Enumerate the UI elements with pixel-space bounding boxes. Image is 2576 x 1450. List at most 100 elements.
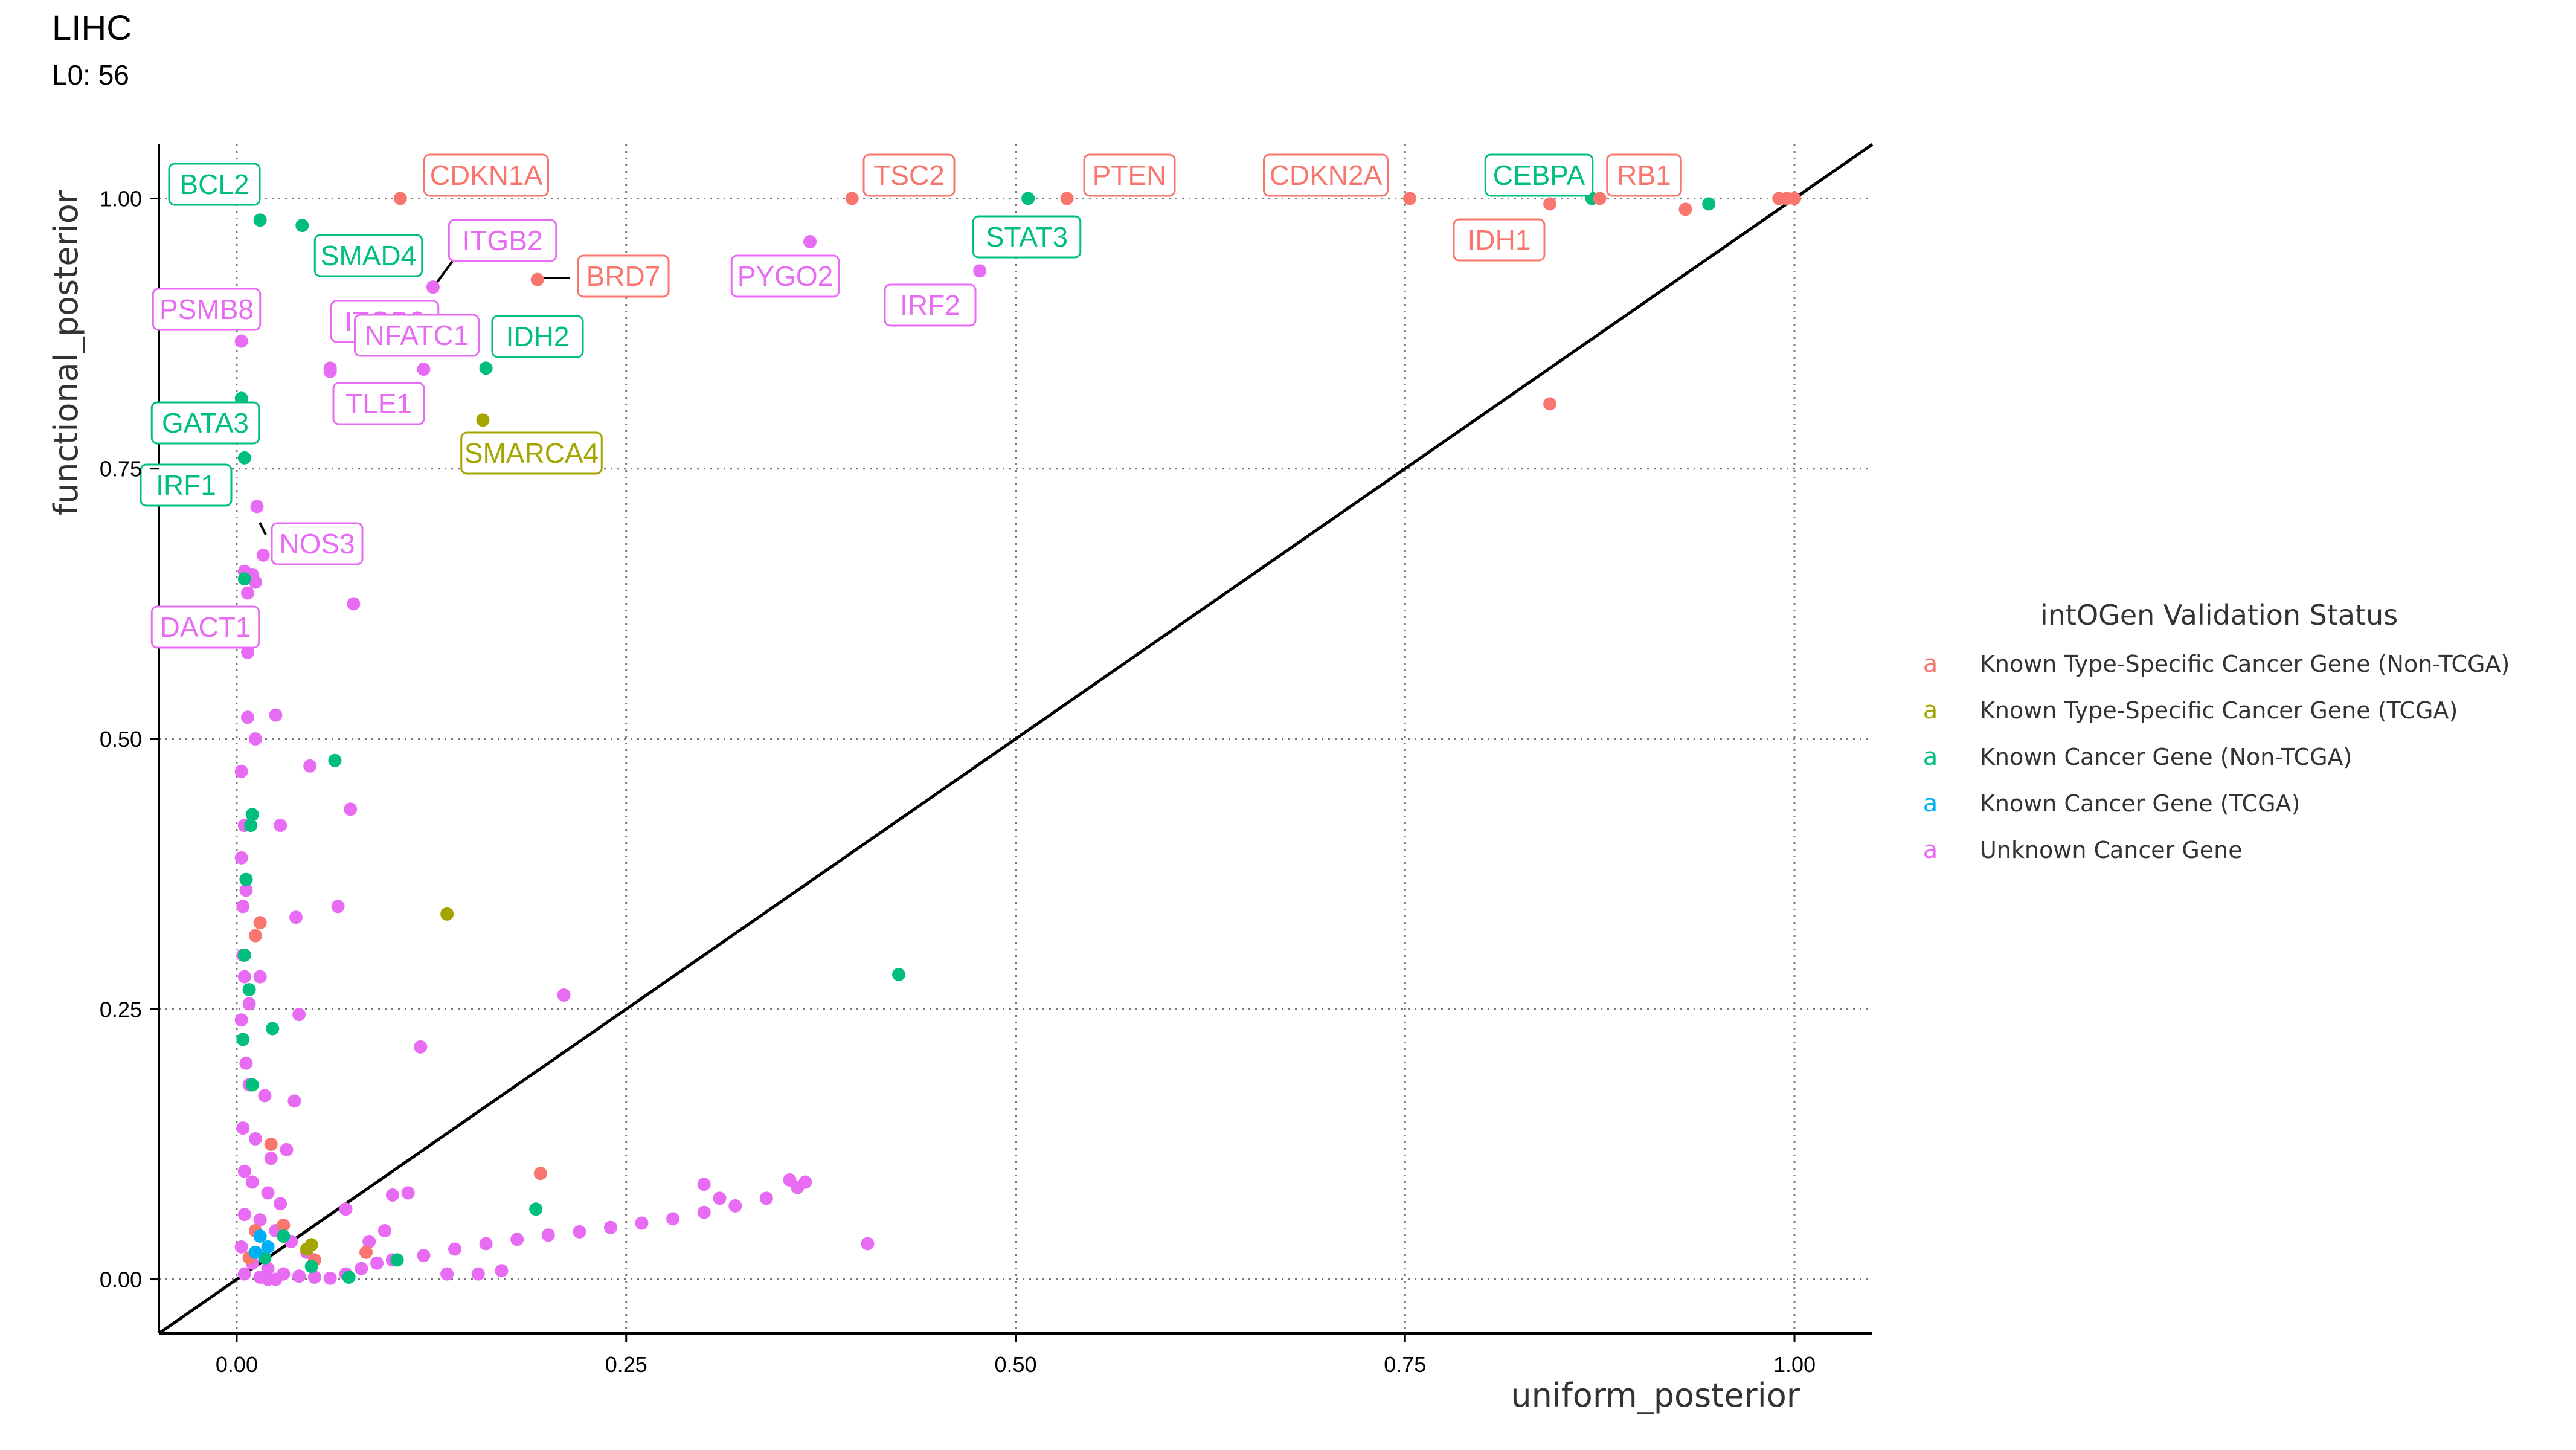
data-point: [339, 1202, 353, 1216]
gene-label-text: IDH2: [506, 321, 570, 352]
data-point: [274, 1197, 287, 1211]
data-point: [245, 808, 259, 822]
data-point: [347, 597, 361, 611]
gene-label-idh2: IDH2: [491, 315, 584, 358]
legend-entry-label: Known Cancer Gene (Non-TCGA): [1980, 744, 2352, 770]
data-point: [1021, 192, 1035, 205]
gene-label-box: [862, 153, 956, 197]
data-point: [471, 1267, 485, 1281]
data-point: [253, 916, 267, 930]
y-axis-title: functional_posterior: [47, 190, 85, 515]
data-point: [234, 851, 248, 865]
data-point: [237, 1208, 251, 1222]
data-point: [295, 219, 309, 233]
data-point: [261, 1186, 275, 1200]
gene-label-box: [1263, 153, 1389, 197]
x-tick-label: 1.00: [1773, 1352, 1816, 1377]
gene-label-box: [423, 153, 549, 197]
data-point: [253, 1229, 267, 1243]
data-point: [269, 1272, 283, 1286]
data-point: [359, 1245, 373, 1259]
gene-label-text: STAT3: [986, 221, 1068, 253]
gene-label-box: [448, 219, 557, 262]
data-point: [277, 1229, 291, 1243]
gene-label-cdkn1a: CDKN1A: [423, 153, 549, 197]
data-point: [603, 1220, 617, 1234]
data-point: [666, 1212, 680, 1226]
data-point: [237, 572, 251, 586]
x-axis-ticks: 0.00 0.25 0.50 0.75 1.00: [216, 1333, 1816, 1377]
gene-label-tsc2: TSC2: [862, 153, 956, 197]
data-point: [541, 1228, 555, 1242]
data-point: [234, 1013, 248, 1027]
gene-label-text: CDKN1A: [430, 160, 543, 191]
data-point: [323, 1271, 337, 1285]
gene-label-dact1: DACT1: [150, 605, 260, 649]
gene-label-text: SMARCA4: [464, 437, 599, 469]
data-point: [237, 451, 251, 465]
x-tick-label: 0.25: [605, 1352, 647, 1377]
y-tick-label: 0.75: [100, 457, 142, 482]
data-points: [234, 192, 1802, 1286]
data-point: [245, 1175, 259, 1189]
data-point: [635, 1216, 649, 1230]
data-point: [237, 948, 251, 962]
gene-label-tle1: TLE1: [332, 382, 425, 425]
data-point: [289, 910, 303, 924]
data-point: [479, 1237, 493, 1251]
y-tick-label: 0.25: [100, 997, 142, 1022]
data-point: [253, 213, 267, 227]
data-point: [385, 1188, 399, 1202]
gene-label-text: RB1: [1617, 160, 1671, 191]
chart-subtitle: L0: 56: [52, 59, 129, 91]
gene-label-cebpa: CEBPA: [1484, 153, 1594, 197]
data-point: [237, 1164, 251, 1178]
data-point: [239, 872, 253, 886]
gene-label-irf2: IRF2: [884, 283, 977, 327]
data-point: [331, 900, 345, 914]
data-point: [236, 1033, 250, 1046]
legend-entry-label: Known Type-Specific Cancer Gene (Non-TCG…: [1980, 651, 2510, 677]
data-point: [728, 1199, 742, 1213]
data-point: [370, 1256, 384, 1270]
data-point: [697, 1178, 711, 1191]
data-point: [234, 334, 248, 348]
data-point: [1543, 197, 1557, 211]
legend-key-glyph: a: [1923, 697, 1938, 724]
data-point: [234, 764, 248, 778]
gene-label-text: IRF1: [156, 469, 216, 501]
data-point: [783, 1173, 797, 1187]
gene-label-stat3: STAT3: [972, 215, 1082, 259]
data-point: [479, 361, 493, 375]
y-tick-label: 1.00: [100, 186, 142, 211]
gene-label-box: [730, 254, 840, 298]
data-point: [245, 1078, 259, 1092]
data-point: [1403, 192, 1417, 205]
data-point: [533, 1167, 547, 1181]
data-point: [417, 362, 431, 376]
x-axis-title: uniform_posterior: [1511, 1376, 1800, 1414]
gene-label-pten: PTEN: [1083, 153, 1176, 197]
gene-label-smad4: SMAD4: [313, 234, 423, 277]
data-point: [973, 264, 987, 278]
data-point: [401, 1186, 415, 1200]
gene-label-text: DACT1: [160, 611, 251, 643]
data-point: [237, 1267, 251, 1281]
legend-entry-label: Unknown Cancer Gene: [1980, 837, 2243, 863]
data-point: [261, 1240, 275, 1254]
chart-title: LIHC: [52, 8, 132, 48]
data-point: [292, 1008, 306, 1022]
data-point: [237, 970, 251, 984]
data-point: [256, 548, 270, 562]
y-tick-label: 0.50: [100, 727, 142, 752]
data-point: [344, 802, 358, 816]
data-point: [362, 1234, 376, 1248]
gene-label-box: [577, 254, 670, 298]
gene-label-box: [354, 314, 480, 357]
legend-key-glyph: a: [1923, 650, 1938, 678]
gene-label-nos3: NOS3: [271, 522, 364, 566]
gene-label-box: [168, 163, 261, 206]
gene-label-rb1: RB1: [1606, 153, 1682, 197]
data-point: [277, 1219, 291, 1232]
gene-label-box: [1484, 153, 1594, 197]
